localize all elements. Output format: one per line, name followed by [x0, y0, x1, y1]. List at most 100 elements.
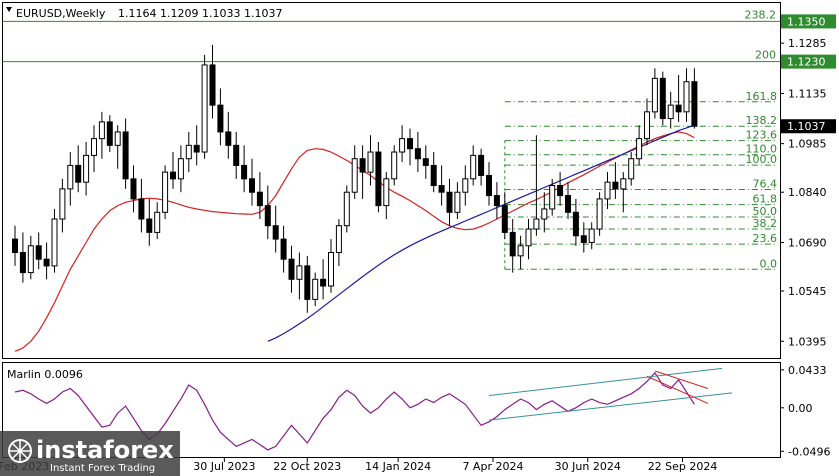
candle-bear	[12, 238, 18, 254]
candle-bull	[667, 104, 674, 120]
indicator-pane	[2, 362, 781, 458]
candle-bear	[209, 64, 216, 106]
candle-bear	[249, 178, 255, 193]
date-label: 22 Oct 2023	[273, 460, 341, 473]
chart-symbol-title: EURUSD,Weekly	[16, 7, 106, 20]
candle-bear	[486, 174, 492, 197]
candle-bear	[241, 164, 248, 180]
current-price-box	[781, 119, 836, 134]
price-tick-label: 1.0690	[788, 236, 827, 249]
date-label: 30 Jul 2023	[193, 460, 255, 473]
candle-bull	[454, 191, 461, 213]
candle-bear	[122, 131, 129, 180]
candle-bull	[67, 164, 74, 190]
price-tick-label: 1.1285	[788, 37, 827, 50]
candle-bull	[525, 228, 532, 247]
candle-bear	[612, 181, 619, 190]
candle-bull	[335, 225, 342, 254]
candle-bear	[75, 164, 82, 183]
candle-bull	[185, 144, 192, 160]
fib-label: 123.6	[746, 129, 778, 142]
candle-bull	[91, 138, 97, 156]
candle-bear	[430, 164, 437, 187]
candle-bear	[43, 258, 50, 267]
candle-bull	[51, 218, 58, 267]
candle-bull	[296, 265, 303, 280]
collapse-icon[interactable]	[6, 7, 12, 12]
candle-bear	[659, 77, 666, 120]
candle-bull	[154, 211, 161, 233]
indicator-tick-label: 0.00	[788, 402, 813, 415]
date-label: 22 Sep 2024	[648, 460, 718, 473]
candle-bear	[414, 148, 421, 160]
candle-bear	[359, 158, 366, 173]
main-pane	[2, 2, 781, 359]
indicator-title: Marlin 0.0096	[7, 368, 83, 381]
fib-label: 61.8	[753, 193, 778, 206]
candle-bear	[280, 238, 287, 260]
candle-bear	[225, 131, 232, 146]
candle-bear	[146, 218, 153, 233]
instaforex-logo: instaforex Instant Forex Trading	[0, 431, 180, 476]
fib-label: 138.2	[746, 114, 778, 127]
candle-bear	[407, 138, 413, 150]
price-tick-label: 1.0395	[788, 335, 827, 348]
candle-bull	[470, 154, 477, 180]
candle-bull	[399, 138, 406, 153]
candle-bear	[580, 235, 587, 243]
candle-bull	[462, 178, 469, 193]
price-tick-label: 1.0985	[788, 138, 827, 151]
indicator-tick-label: 0.0433	[788, 364, 827, 377]
fib-label: 50.0	[753, 205, 778, 218]
candle-bear	[217, 104, 224, 133]
candle-bear	[493, 195, 500, 207]
candle-bear	[304, 265, 311, 300]
candle-bull	[683, 81, 690, 113]
fib-label: 100.0	[746, 153, 778, 166]
candle-bull	[27, 245, 34, 274]
candle-bear	[320, 278, 327, 287]
fib-label: 0.0	[760, 257, 778, 270]
candle-bull	[312, 278, 319, 300]
level-label: 200	[755, 49, 776, 62]
candle-bear	[675, 104, 682, 113]
candle-bull	[651, 77, 658, 113]
date-label: 30 Jun 2024	[555, 460, 621, 473]
candle-bull	[644, 111, 650, 140]
candle-bear	[35, 245, 42, 260]
candle-bull	[636, 138, 643, 160]
date-label: 14 Jan 2024	[365, 460, 431, 473]
candle-bull	[383, 178, 390, 207]
price-box	[781, 54, 836, 69]
candle-bear	[256, 191, 263, 207]
candle-bear	[138, 198, 145, 220]
price-box	[781, 14, 836, 29]
candle-bear	[264, 205, 271, 227]
candle-bear	[422, 158, 429, 166]
moving-average-blue	[267, 124, 695, 342]
candle-bear	[288, 258, 295, 280]
channel-upper	[488, 367, 723, 397]
candle-bull	[533, 218, 540, 230]
candle-bull	[59, 188, 66, 220]
candle-bull	[114, 131, 121, 146]
candle-bull	[541, 208, 548, 220]
indicator-tick-label: -0.0496	[788, 445, 830, 458]
candle-bull	[549, 185, 556, 210]
trend-red-upper	[654, 370, 709, 390]
fib-label: 23.6	[753, 232, 778, 245]
ohlc-values: 1.1164 1.1209 1.1033 1.1037	[118, 7, 282, 20]
fib-label: 110.0	[746, 143, 778, 156]
candle-bull	[162, 171, 169, 213]
marlin-line	[14, 371, 695, 451]
candle-bear	[272, 225, 279, 240]
fib-label: 76.4	[753, 178, 778, 191]
candle-bull	[367, 151, 374, 173]
candle-bear	[233, 144, 240, 166]
channel-lower	[488, 392, 733, 421]
price-tick-label: 1.0840	[788, 186, 827, 199]
level-price: 1.1230	[787, 56, 826, 69]
fib-label: 161.8	[746, 90, 778, 103]
candle-bear	[478, 154, 485, 176]
